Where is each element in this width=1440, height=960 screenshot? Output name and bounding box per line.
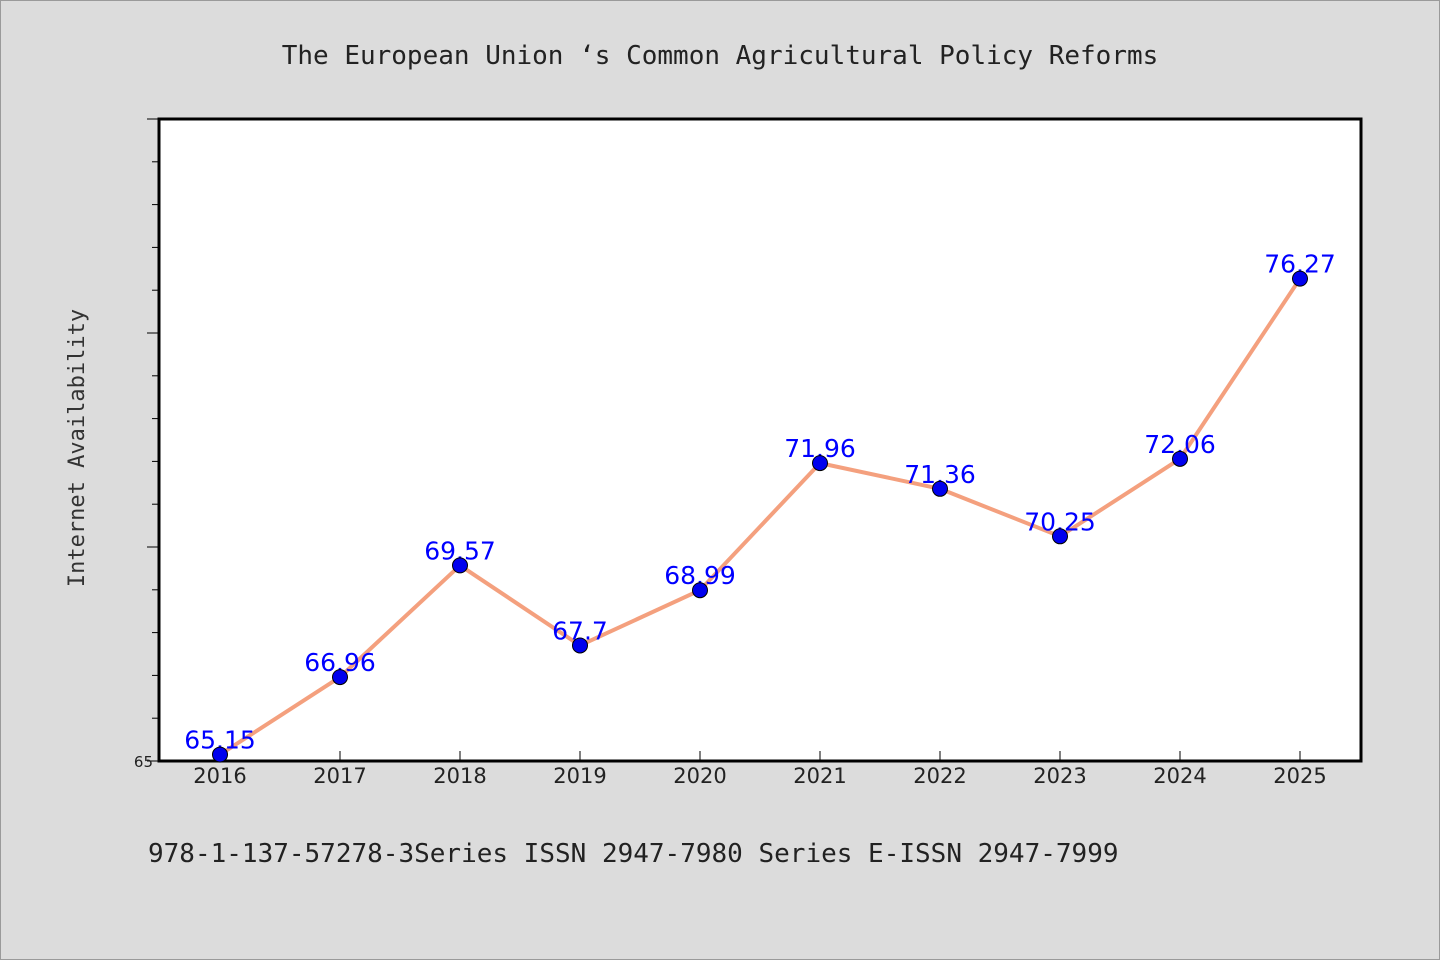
data-point <box>1172 450 1188 467</box>
x-tick-label: 2024 <box>1153 764 1206 788</box>
y-tick-label: 65 <box>134 753 153 771</box>
plot-area <box>157 117 1363 763</box>
data-point <box>1292 270 1308 287</box>
data-point <box>1052 528 1068 545</box>
chart-title: The European Union ‘s Common Agricultura… <box>282 41 1159 71</box>
x-tick-label: 2016 <box>193 764 246 788</box>
x-tick-label: 2019 <box>553 764 606 788</box>
x-tick-label: 2018 <box>433 764 486 788</box>
y-axis-label: Internet Availability <box>65 309 90 587</box>
x-tick-label: 2022 <box>913 764 966 788</box>
data-point <box>812 455 828 472</box>
x-tick-label: 2025 <box>1273 764 1326 788</box>
series: 65.1566.9669.5767.768.9971.9671.3670.257… <box>184 250 1336 763</box>
x-tick-label: 2020 <box>673 764 726 788</box>
series-line <box>218 277 1302 757</box>
data-point <box>452 557 468 574</box>
x-tick-label: 2023 <box>1033 764 1086 788</box>
data-point <box>212 746 228 763</box>
x-axis-ticks: 2016 2017 2018 2019 2020 2021 2022 2023 2024 2025 <box>193 751 1327 788</box>
x-tick-label: 2021 <box>793 764 846 788</box>
data-point <box>932 480 948 497</box>
data-point <box>572 637 588 654</box>
data-point <box>332 669 348 686</box>
y-axis-ticks: 65 <box>134 118 159 771</box>
footer-text: 978-1-137-57278-3Series ISSN 2947-7980 S… <box>148 839 1119 869</box>
x-tick-label: 2017 <box>313 764 366 788</box>
data-point <box>692 582 708 599</box>
